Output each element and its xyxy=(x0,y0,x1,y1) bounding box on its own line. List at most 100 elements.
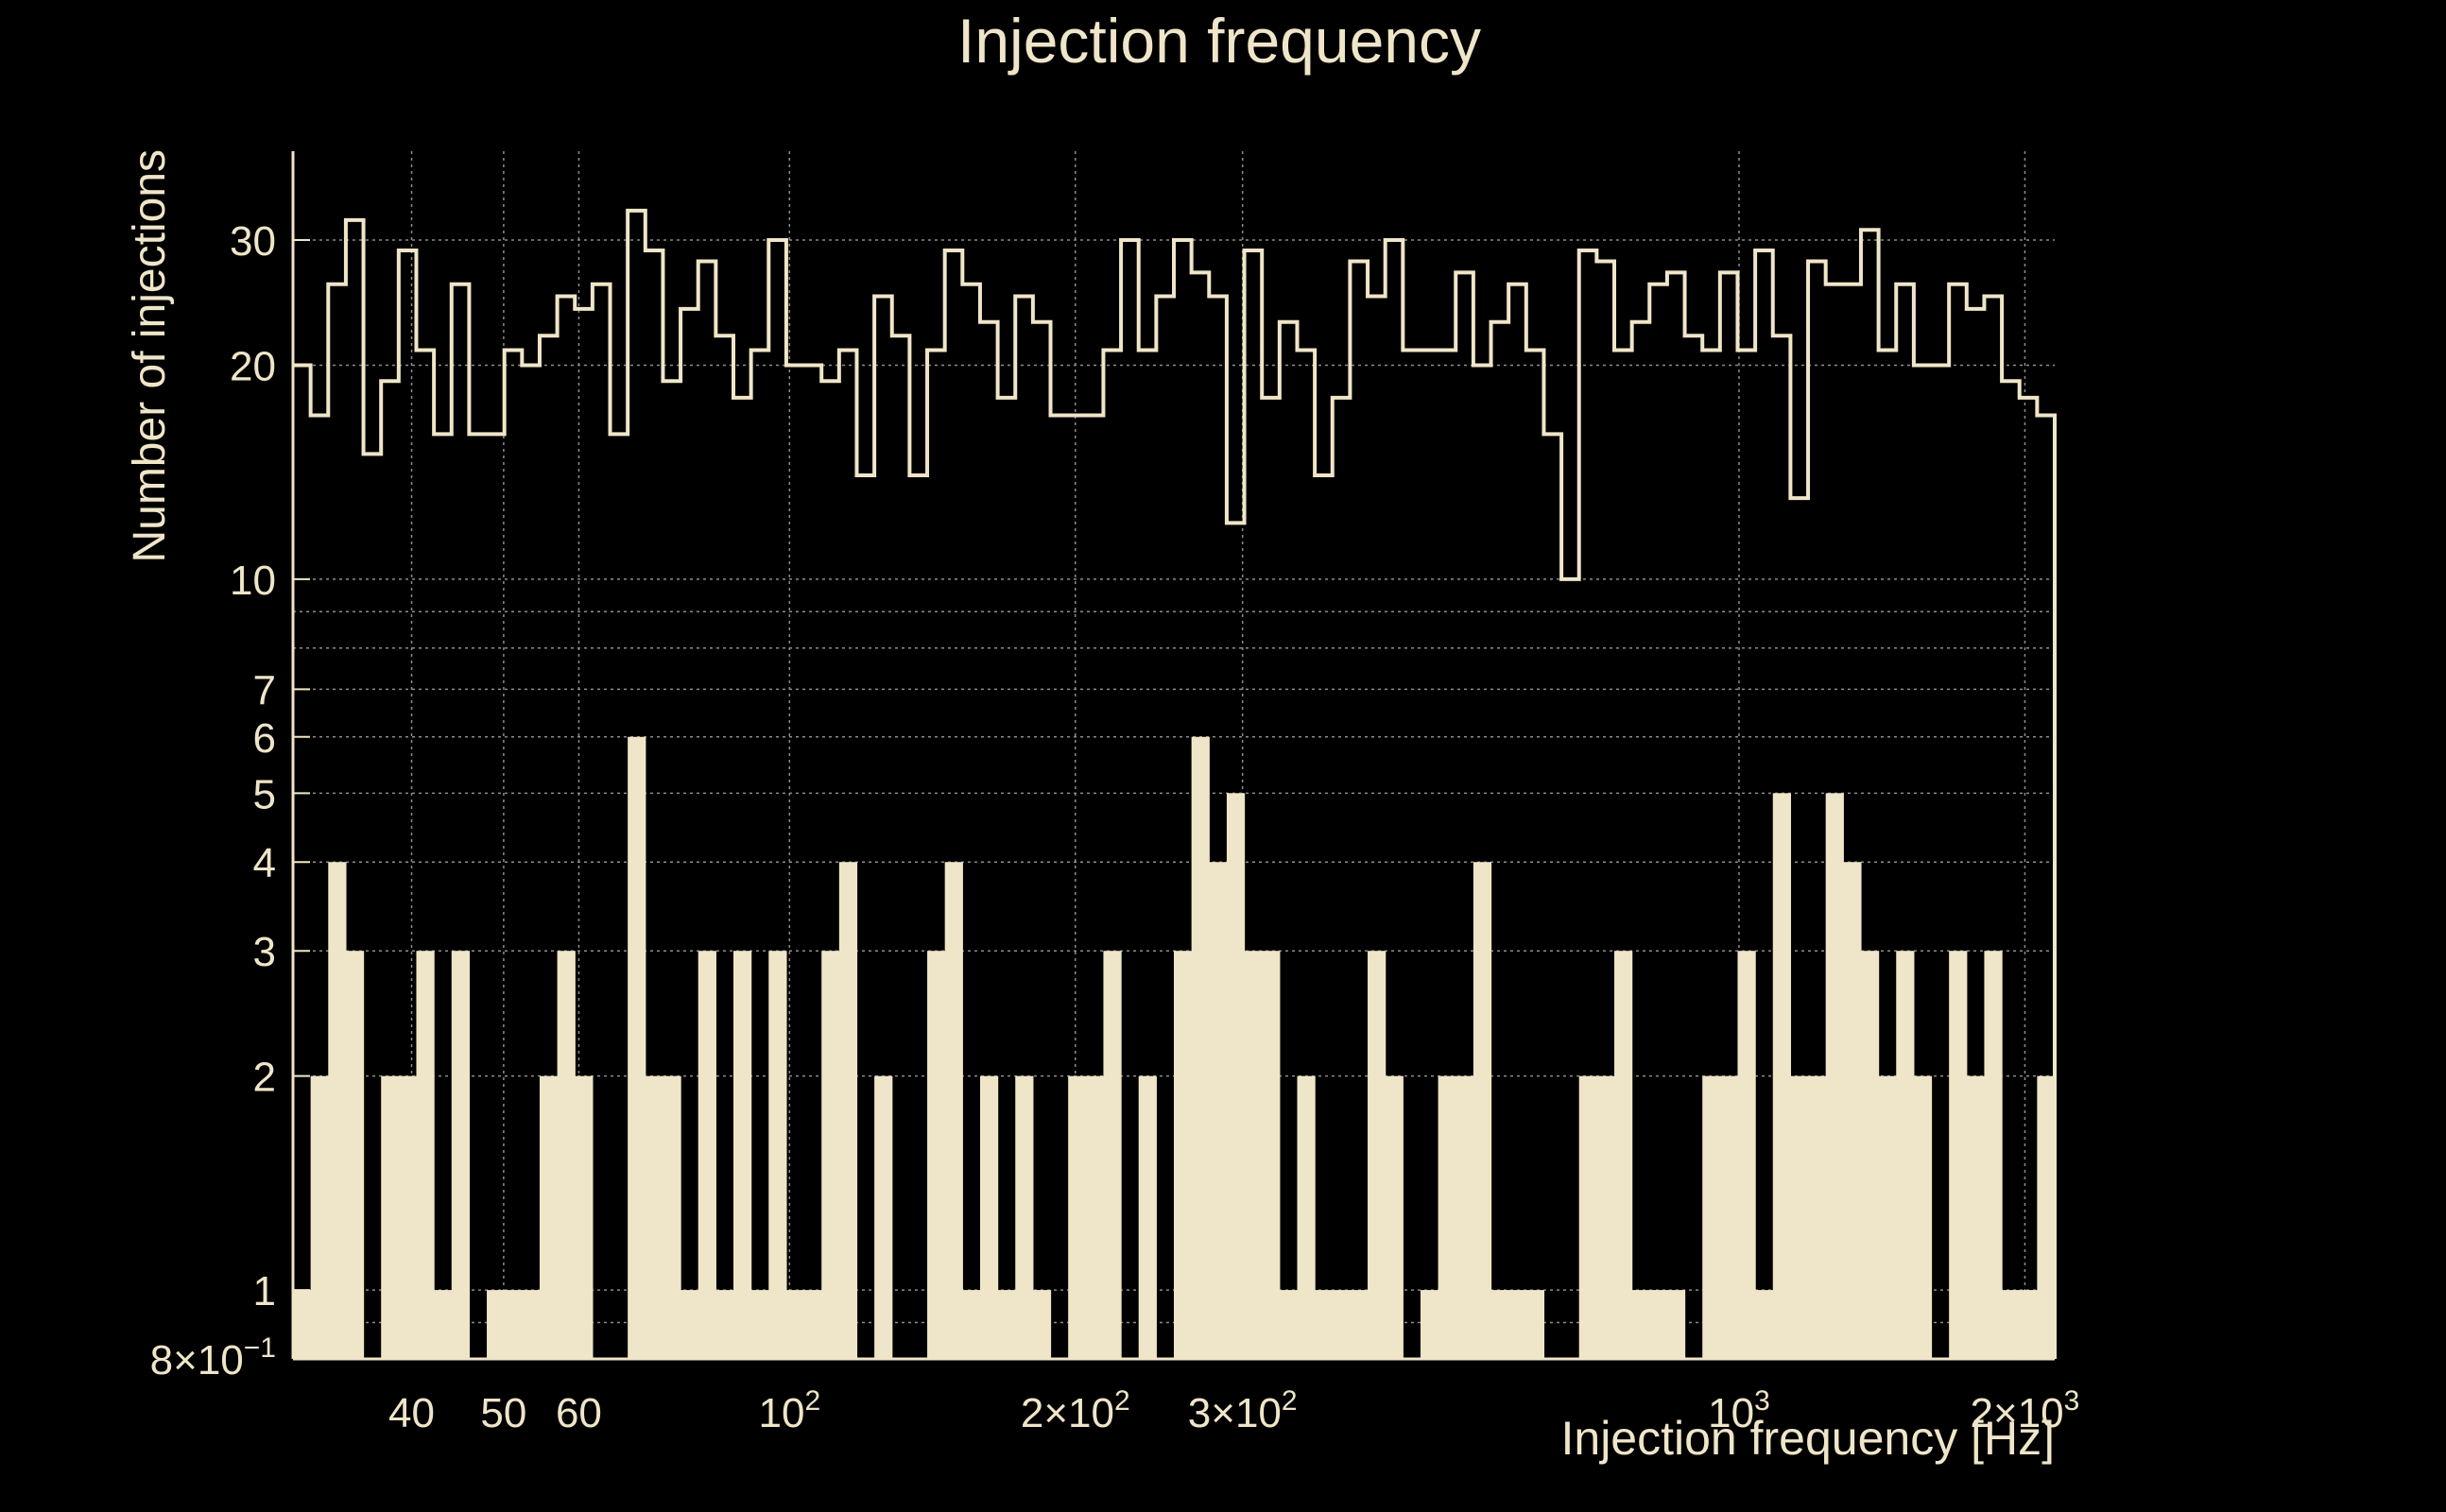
histogram-bar xyxy=(1490,1290,1509,1359)
histogram-bar xyxy=(1244,951,1263,1359)
histogram-bar xyxy=(1596,1075,1615,1359)
histogram-bar xyxy=(539,1075,559,1359)
y-ticks: 8×10−1 1 2 3 4 5 67 10 20 30 xyxy=(150,218,310,1383)
histogram-bar xyxy=(557,951,576,1359)
histogram-bar xyxy=(1332,1290,1351,1359)
histogram-bar xyxy=(1508,1290,1527,1359)
histogram-bar xyxy=(1737,951,1756,1359)
x-tick-label: 3×102 xyxy=(1188,1385,1298,1436)
x-tick-label: 50 xyxy=(480,1390,526,1436)
histogram-bar xyxy=(1456,1075,1474,1359)
histogram-bar xyxy=(1578,1075,1597,1359)
histogram-bar xyxy=(1420,1290,1439,1359)
y-tick-label: 1 xyxy=(253,1268,276,1314)
filled-histogram xyxy=(293,736,2056,1359)
x-tick-label: 102 xyxy=(759,1385,821,1436)
histogram-bar xyxy=(927,951,946,1359)
y-tick-label: 20 xyxy=(230,343,276,389)
axes xyxy=(291,151,2055,1361)
histogram-bar xyxy=(698,951,716,1359)
x-axis-label: Injection frequency [Hz] xyxy=(1561,1412,2056,1465)
y-tick-label: 8×10−1 xyxy=(150,1332,276,1383)
histogram-bar xyxy=(962,1290,981,1359)
y-axis-label: Number of injections xyxy=(125,149,175,563)
histogram-bar xyxy=(451,951,470,1359)
histogram-bar xyxy=(1174,951,1193,1359)
y-tick-label: 7 xyxy=(253,667,276,713)
histogram-bar xyxy=(575,1075,594,1359)
x-tick-label: 60 xyxy=(556,1390,602,1436)
histogram-bar xyxy=(1614,951,1633,1359)
histogram-bar xyxy=(1385,1075,1404,1359)
histogram-bar xyxy=(416,951,435,1359)
histogram-bar xyxy=(1525,1290,1545,1359)
histogram-bar xyxy=(1032,1290,1052,1359)
histogram-bar xyxy=(1191,736,1210,1359)
y-tick-label: 30 xyxy=(230,218,276,265)
histogram-bar xyxy=(628,736,646,1359)
histogram-bar xyxy=(645,1075,664,1359)
histogram-bar xyxy=(1297,1075,1316,1359)
histogram-bar xyxy=(1262,951,1281,1359)
histogram-bar xyxy=(750,1290,769,1359)
histogram-bar xyxy=(1209,862,1228,1359)
histogram-bar xyxy=(398,1075,418,1359)
histogram-bar xyxy=(768,951,787,1359)
histogram-bar xyxy=(1315,1290,1334,1359)
histogram-bar xyxy=(2019,1290,2038,1359)
histogram-bar xyxy=(1649,1290,1668,1359)
x-ticks: 40 50 60 102 2×102 3×102 103 2×103 xyxy=(388,1342,2079,1436)
histogram-bar xyxy=(1913,1075,1933,1359)
histogram-bar xyxy=(1015,1075,1034,1359)
y-tick-label: 5 xyxy=(253,771,276,817)
x-tick-label: 2×102 xyxy=(1021,1385,1130,1436)
outline-histogram-line xyxy=(293,208,2057,1359)
histogram-bar xyxy=(1878,1075,1897,1359)
y-tick-label: 2 xyxy=(253,1055,276,1101)
histogram-bar xyxy=(838,862,858,1359)
histogram-bar xyxy=(1068,1075,1087,1359)
histogram-bar xyxy=(1719,1075,1739,1359)
histogram-bar xyxy=(874,1075,893,1359)
histogram-bar xyxy=(1226,793,1246,1359)
histogram-bar xyxy=(821,951,840,1359)
histogram-bar xyxy=(785,1290,805,1359)
histogram-bar xyxy=(680,1290,699,1359)
histogram-bar xyxy=(1103,951,1122,1359)
histogram-bar xyxy=(1438,1075,1456,1359)
histogram-bar xyxy=(979,1075,999,1359)
histogram-bar xyxy=(1755,1290,1774,1359)
histogram-bar xyxy=(803,1290,822,1359)
chart-title: Injection frequency xyxy=(957,6,1481,76)
histogram-bar xyxy=(1473,862,1492,1359)
histogram-bar xyxy=(1350,1290,1369,1359)
y-tick-label: 4 xyxy=(253,840,276,886)
histogram-bar xyxy=(997,1290,1016,1359)
x-tick-label: 40 xyxy=(388,1390,435,1436)
histogram-bar xyxy=(1368,951,1387,1359)
histogram-bar xyxy=(1825,793,1844,1359)
histogram-bar xyxy=(1984,951,2003,1359)
y-tick-label: 6 xyxy=(253,715,276,762)
histogram-bar xyxy=(1808,1075,1827,1359)
histogram-bar xyxy=(1966,1075,1986,1359)
histogram-bar xyxy=(434,1290,453,1359)
histogram-bar xyxy=(1843,862,1862,1359)
y-tick-label: 3 xyxy=(253,929,276,975)
histogram-bar xyxy=(381,1075,400,1359)
histogram-bar xyxy=(310,1075,329,1359)
histogram-bar xyxy=(1790,1075,1809,1359)
histogram-bar xyxy=(1896,951,1915,1359)
histogram-bar xyxy=(1138,1075,1157,1359)
histogram-bar xyxy=(504,1290,523,1359)
histogram-bar xyxy=(487,1290,506,1359)
x-tick-label: 2×103 xyxy=(1971,1385,2080,1436)
histogram-bar xyxy=(1279,1290,1299,1359)
histogram-bar xyxy=(1702,1075,1721,1359)
histogram-bar xyxy=(345,951,365,1359)
histogram-bar xyxy=(293,1290,312,1359)
histogram-bar xyxy=(1085,1075,1105,1359)
histogram-bar xyxy=(1860,951,1880,1359)
histogram-bar xyxy=(663,1075,681,1359)
